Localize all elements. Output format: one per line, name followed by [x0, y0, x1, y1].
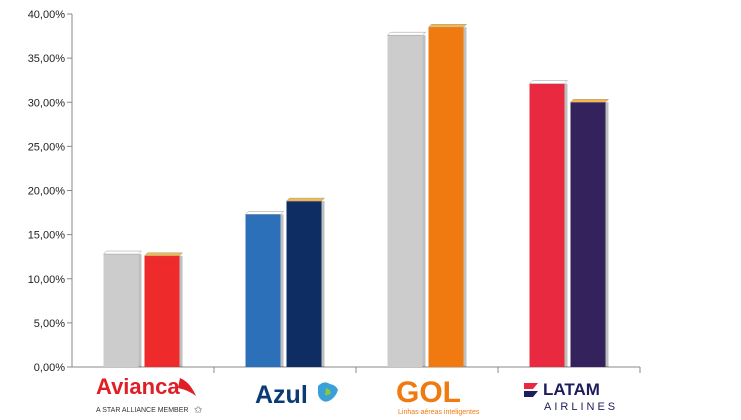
bar-body [428, 27, 464, 368]
bar-side-shade [605, 102, 609, 367]
y-tick-label: 20,00% [28, 186, 66, 198]
y-tick-label: 5,00% [34, 318, 65, 330]
chart-bars [102, 23, 610, 368]
bar-side-shade [463, 27, 467, 368]
bar-azul-1 [244, 211, 285, 367]
y-tick-label: 35,00% [28, 53, 66, 65]
gol-logo-name: GOL [396, 376, 461, 409]
bar-top-cap [102, 250, 143, 255]
latam-logo-name: LATAM [543, 380, 600, 399]
bar-avianca-2 [143, 252, 184, 367]
avianca-logo-tagline: A STAR ALLIANCE MEMBER [96, 407, 188, 414]
bar-body [387, 35, 423, 368]
bar-body [245, 214, 281, 367]
y-tick-label: 15,00% [28, 230, 66, 242]
avianca-logo-name: Avianca [96, 374, 180, 399]
y-tick-label: 10,00% [28, 274, 66, 286]
avianca-bird-icon [178, 378, 196, 396]
bar-side-shade [321, 201, 325, 367]
bar-top-cap [427, 23, 468, 28]
latam-logo: LATAM AIRLINES [524, 380, 618, 413]
gol-logo-tagline: Linhas aéreas inteligentes [398, 409, 480, 416]
bar-side-shade [564, 83, 568, 367]
star-alliance-icon: ✩ [194, 405, 203, 416]
bar-avianca-1 [102, 250, 143, 367]
bar-top-cap [569, 99, 610, 103]
bar-gol-1 [386, 31, 427, 368]
bar-side-shade [179, 255, 183, 367]
brazil-map-icon [318, 382, 338, 402]
bar-body [144, 255, 180, 367]
latam-flag-icon [524, 383, 538, 397]
azul-logo: Azul [255, 381, 338, 409]
bar-azul-2 [285, 197, 326, 367]
y-tick-label: 0,00% [34, 362, 65, 374]
bar-body [286, 201, 322, 367]
bar-side-shade [280, 214, 284, 367]
gol-logo: GOL Linhas aéreas inteligentes [396, 376, 480, 416]
bar-top-cap [143, 252, 184, 257]
bar-top-cap [285, 197, 326, 202]
bar-body [103, 254, 139, 367]
bar-body [570, 102, 606, 367]
bar-top-cap [244, 211, 285, 215]
y-tick-label: 30,00% [28, 97, 66, 109]
y-tick-label: 40,00% [28, 9, 66, 21]
bar-side-shade [138, 254, 142, 367]
bar-side-shade [422, 35, 426, 368]
y-tick-label: 25,00% [28, 141, 66, 153]
y-tick-labels: 0,00% 5,00% 10,00% 15,00% 20,00% 25,00% 30,00%… [28, 9, 66, 374]
bar-top-cap [386, 31, 427, 36]
bar-body [529, 83, 565, 367]
azul-logo-name: Azul [255, 381, 308, 409]
bar-gol-2 [427, 23, 468, 368]
bar-latam-2 [569, 99, 610, 367]
avianca-logo: Avianca A STAR ALLIANCE MEMBER ✩ [96, 374, 203, 416]
bar-top-cap [528, 80, 569, 84]
bar-latam-1 [528, 80, 569, 367]
latam-logo-sub: AIRLINES [544, 401, 618, 413]
